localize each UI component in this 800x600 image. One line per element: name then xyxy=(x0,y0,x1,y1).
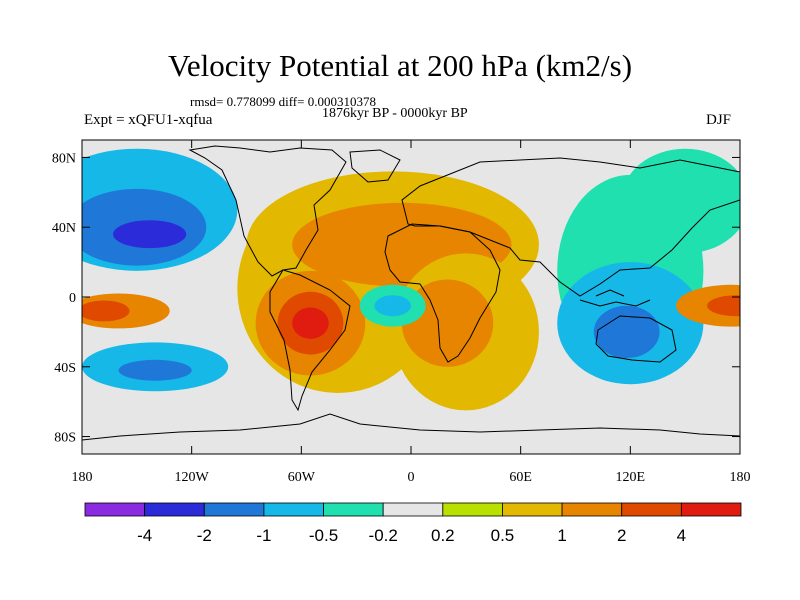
lon-tick-label: 60E xyxy=(509,470,532,485)
colorbar-swatch-3 xyxy=(263,502,324,517)
colorbar-label-5: 0.2 xyxy=(431,526,455,545)
axis-tick-labels: 80N 40N 0 40S 80S 180 120W 60W 0 60E 120E 180 xyxy=(52,151,751,485)
field-contour-16 xyxy=(374,295,411,317)
field-contour-4 xyxy=(82,300,130,322)
colorbar-swatch-10 xyxy=(680,502,742,517)
lat-tick-label: 0 xyxy=(69,291,76,306)
lon-tick-label: 120E xyxy=(616,470,646,485)
colorbar-label-4: -0.2 xyxy=(369,526,398,545)
coast-antarctica xyxy=(82,413,740,441)
season-label: DJF xyxy=(706,112,732,128)
lat-tick-label: 40S xyxy=(54,361,76,376)
colorbar-swatch-8 xyxy=(561,502,623,517)
colorbar-label-3: -0.5 xyxy=(309,526,338,545)
coast-greenland xyxy=(349,149,401,183)
colorbar-swatch-9 xyxy=(621,502,682,517)
shaded-field xyxy=(82,148,740,411)
lat-tick-label: 80N xyxy=(52,151,76,166)
field-contour-2 xyxy=(113,220,187,249)
lat-tick-label: 40N xyxy=(52,221,76,236)
lat-tick-label: 80S xyxy=(54,431,76,446)
colorbar-swatch-1 xyxy=(144,502,205,517)
colorbar-label-1: -2 xyxy=(197,526,212,545)
lon-tick-label: 180 xyxy=(730,470,751,485)
colorbar-label-6: 0.5 xyxy=(491,526,515,545)
colorbar-swatch-5 xyxy=(382,502,444,517)
coast-north-america xyxy=(188,145,347,277)
field-contour-6 xyxy=(118,359,192,381)
stats-line: rmsd= 0.778099 diff= 0.000310378 xyxy=(190,94,376,109)
experiment-label: Expt = xQFU1-xqfua xyxy=(84,112,213,128)
lon-tick-label: 60W xyxy=(288,470,316,485)
colorbar-swatch-7 xyxy=(502,502,563,517)
colorbar-label-9: 4 xyxy=(677,526,686,545)
coast-south-america xyxy=(269,269,351,412)
field-contour-20 xyxy=(621,148,740,254)
field-contour-12 xyxy=(292,307,329,339)
colorbar-label-7: 1 xyxy=(557,526,566,545)
figure-title: Velocity Potential at 200 hPa (km2/s) xyxy=(167,48,633,83)
coastlines xyxy=(82,145,740,441)
lon-tick-label: 180 xyxy=(72,470,93,485)
field-contour-22 xyxy=(707,295,740,317)
coast-australia xyxy=(595,315,677,363)
colorbar-swatch-2 xyxy=(203,502,265,517)
colorbar-label-0: -4 xyxy=(137,526,152,545)
axis-ticks xyxy=(81,140,741,454)
lon-tick-label: 0 xyxy=(408,470,415,485)
colorbar-swatch-4 xyxy=(323,502,384,517)
lon-tick-label: 120W xyxy=(175,470,210,485)
colorbar-swatch-0 xyxy=(84,502,146,517)
colorbar: -4 -2 -1 -0.5 -0.2 0.2 0.5 1 2 4 xyxy=(84,502,742,545)
colorbar-label-8: 2 xyxy=(617,526,626,545)
period-line: 1876kyr BP - 0000kyr BP xyxy=(322,106,468,121)
colorbar-label-2: -1 xyxy=(256,526,271,545)
colorbar-swatch-6 xyxy=(442,502,503,517)
coast-indonesia xyxy=(579,289,651,307)
coast-eurasia xyxy=(401,157,740,297)
field-contour-19 xyxy=(593,305,660,359)
